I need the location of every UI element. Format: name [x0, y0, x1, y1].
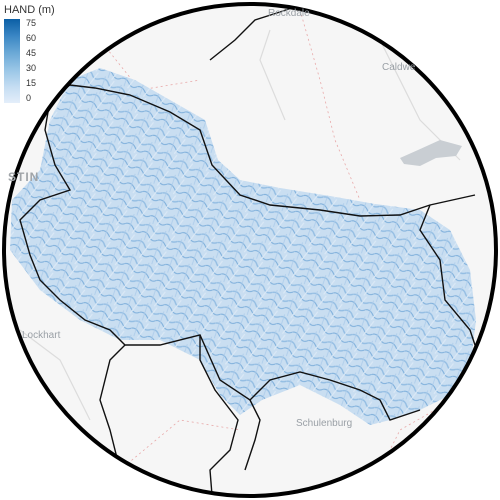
legend: HAND (m) 75 60 45 30 15 0 — [4, 3, 55, 103]
place-label-schulenburg: Schulenburg — [296, 418, 353, 429]
hand-raster-shade — [10, 68, 476, 425]
roads — [99, 9, 471, 471]
legend-tick: 30 — [26, 63, 37, 73]
legend-tick: 45 — [26, 48, 37, 58]
legend-color-ramp — [4, 19, 20, 103]
lake — [400, 140, 462, 166]
legend-tick: 0 — [26, 93, 32, 103]
place-label-rockdale: Rockdale — [268, 8, 310, 19]
place-label-lockhart: Lockhart — [22, 330, 61, 341]
legend-title: HAND (m) — [4, 4, 55, 16]
place-label-caldwell: Caldwe — [382, 62, 416, 73]
legend-tick: 15 — [26, 78, 37, 88]
county-boundaries — [19, 4, 481, 496]
place-label-austin: STIN — [8, 170, 40, 184]
hand-raster-region — [10, 68, 476, 425]
legend-tick: 75 — [26, 18, 37, 28]
legend-tick: 60 — [26, 33, 37, 43]
legend-tick-labels: 75 60 45 30 15 0 — [26, 19, 36, 103]
